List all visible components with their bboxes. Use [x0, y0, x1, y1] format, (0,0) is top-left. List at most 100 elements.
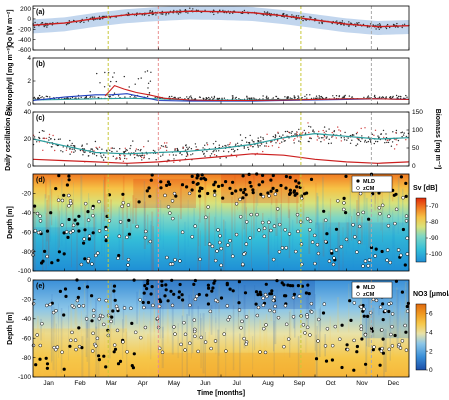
sv-heatmap-mld-point: [43, 249, 47, 253]
no3-heatmap-mld-point: [228, 287, 232, 291]
no3-heatmap-streak: [215, 286, 217, 323]
sv-heatmap-mld-point: [403, 263, 407, 267]
chl-point: [113, 92, 116, 94]
sv-heatmap-zcm-point: [272, 224, 277, 228]
no3-heatmap-streak: [233, 289, 235, 316]
sv-point: [312, 130, 314, 132]
qo-point: [79, 21, 81, 24]
no3-heatmap-mld-point: [45, 366, 50, 370]
no3-heatmap-streak: [406, 282, 408, 303]
sv-heatmap-streak: [360, 216, 363, 245]
chl-point: [206, 97, 208, 100]
no3-heatmap-streak: [143, 311, 145, 372]
no3-heatmap-mld-point: [110, 315, 114, 319]
sv-point: [307, 140, 309, 143]
no3-heatmap-streak: [392, 331, 395, 377]
no3-heatmap-field: [33, 280, 409, 377]
sv-point: [87, 155, 90, 157]
sv-heatmap-zcm-point: [275, 207, 280, 211]
sv-heatmap-zcm-point: [148, 239, 153, 244]
sv-heatmap-mld-point: [284, 174, 288, 179]
no3-heatmap-streak: [270, 294, 273, 321]
no3-heatmap-streak: [365, 314, 368, 375]
no3-heatmap-mld-point: [160, 283, 164, 287]
sv-heatmap-streak: [45, 178, 47, 199]
chl-point: [124, 96, 126, 98]
sv-heatmap-zcm-point: [216, 228, 220, 232]
biomass-point: [267, 145, 270, 148]
no3-heatmap-mld-point: [177, 290, 181, 294]
sv-heatmap-streak: [368, 220, 371, 248]
chl-point: [34, 98, 36, 100]
no3-heatmap-streak: [319, 296, 321, 349]
qo-point: [189, 7, 191, 9]
biomass-point: [93, 150, 95, 152]
no3-heatmap-mld-point: [307, 292, 311, 296]
no3-heatmap-zcm-point: [199, 335, 203, 340]
no3-heatmap-streak: [62, 320, 64, 377]
sv-heatmap-patch: [315, 222, 409, 271]
no3-heatmap-zcm-point: [91, 308, 96, 313]
sv-heatmap-mld-point: [399, 175, 403, 179]
sv-point: [185, 144, 187, 146]
sv-heatmap-streak: [345, 211, 347, 255]
qo-point: [102, 18, 104, 20]
chl-point: [267, 97, 269, 100]
no3-heatmap-zcm-point: [81, 304, 86, 308]
qo-point: [168, 13, 170, 15]
chl-point: [96, 72, 98, 75]
biomass-point: [405, 139, 407, 141]
biomass-point: [282, 138, 284, 140]
biomass-point: [159, 147, 162, 149]
sv-point: [215, 155, 218, 157]
sv-point: [73, 145, 76, 147]
sv-heatmap-zcm-point: [305, 217, 310, 221]
sv-heatmap-streak: [380, 184, 382, 231]
sv-point: [134, 150, 137, 152]
no3-heatmap-streak: [147, 333, 150, 377]
sv-heatmap-mld-point: [204, 178, 208, 182]
no3-heatmap-streak: [348, 283, 350, 333]
sv-point: [347, 137, 349, 139]
biomass-point: [271, 145, 274, 147]
qo-point: [43, 25, 45, 28]
no3-heatmap-streak: [104, 307, 106, 332]
no3-heatmap-zcm-point: [333, 324, 338, 329]
chl-point: [208, 96, 210, 99]
biomass-point: [396, 144, 398, 146]
chl-point: [75, 97, 77, 99]
biomass-point: [235, 156, 238, 158]
chl-point: [251, 97, 253, 99]
sv-heatmap-streak: [204, 178, 207, 246]
qo-point: [229, 12, 231, 15]
sv-heatmap-zcm-point: [219, 263, 223, 268]
sv-heatmap-streak: [257, 180, 259, 206]
sv-point: [275, 142, 277, 144]
sv-heatmap-mld-point: [65, 183, 69, 187]
sv-heatmap-mld-point: [73, 218, 77, 222]
sv-heatmap-mld-point: [271, 186, 275, 190]
sv-heatmap-zcm-point: [215, 249, 219, 253]
sv-heatmap-mld-point: [344, 174, 348, 178]
sv-heatmap-streak: [220, 203, 223, 239]
sv-point: [155, 159, 157, 161]
no3-heatmap-mld-point: [210, 289, 214, 293]
chl-point: [137, 78, 140, 80]
sv-point: [73, 151, 75, 153]
sv-heatmap-zcm-point: [257, 228, 261, 232]
no3-heatmap-zcm-point: [268, 308, 272, 313]
no3-heatmap-mld-point: [104, 365, 108, 369]
no3-heatmap-zcm-point: [203, 340, 208, 344]
sv-point: [225, 145, 227, 147]
sv-heatmap-patch: [33, 227, 96, 271]
sv-heatmap-mld-point: [87, 237, 91, 241]
no3-heatmap-streak: [70, 303, 73, 337]
sv-heatmap-zcm-point: [358, 191, 363, 196]
sv-point: [239, 134, 242, 136]
chl-point: [117, 95, 120, 97]
qo-point: [151, 11, 154, 13]
biomass-point: [317, 135, 319, 138]
qo-point: [192, 8, 194, 10]
qo-point: [401, 26, 403, 29]
y-tick-label: 40: [24, 109, 32, 116]
